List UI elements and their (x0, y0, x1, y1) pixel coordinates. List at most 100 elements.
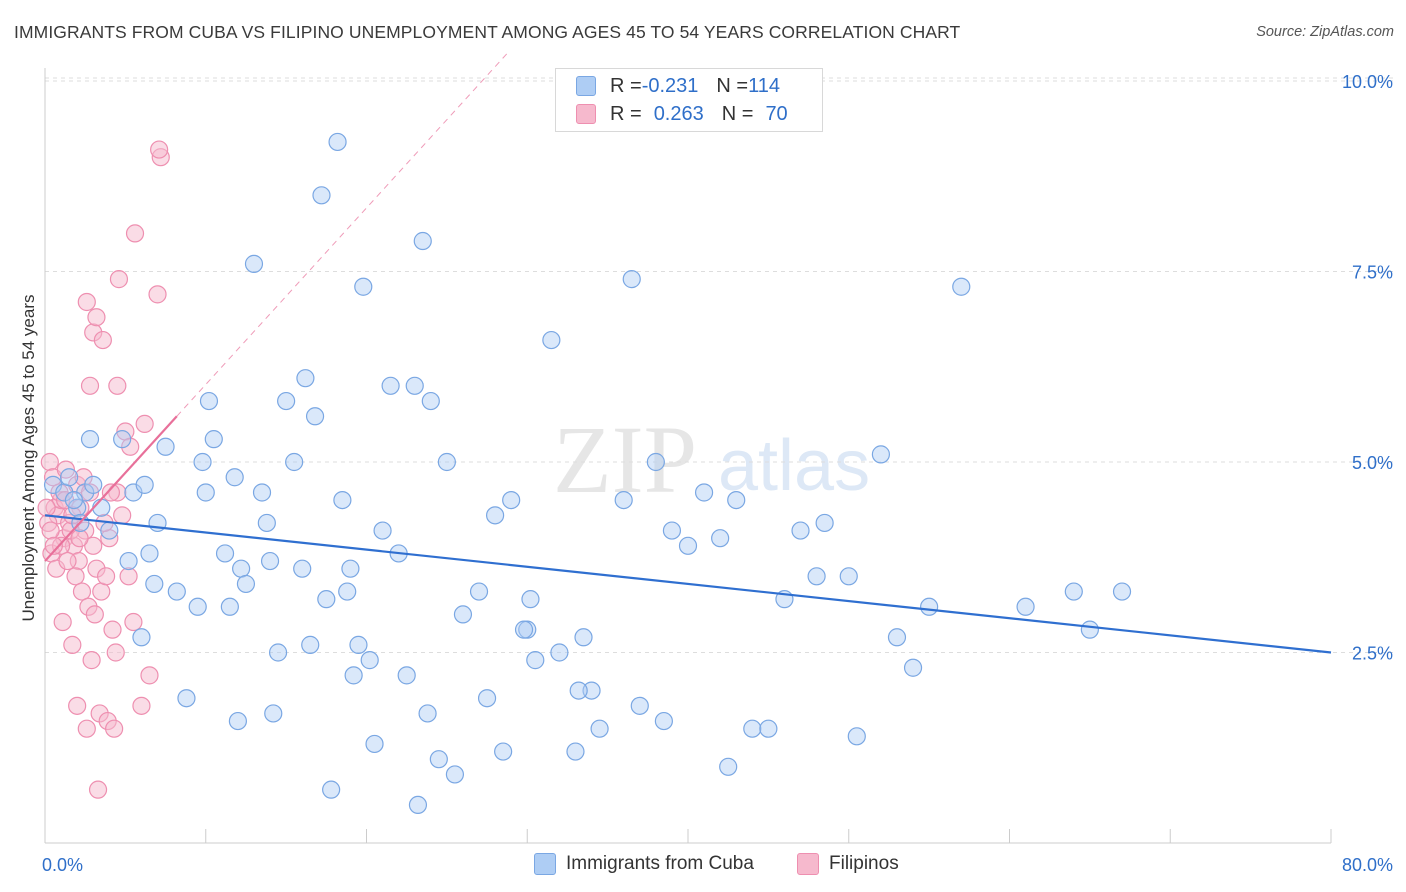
cuba-point-37 (268, 643, 288, 662)
cuba-point-93 (807, 567, 826, 586)
x-tick-labels: 0.0% 80.0% (42, 855, 1393, 875)
cuba-point-11 (113, 430, 132, 449)
y-axis-label: Unemployment Among Ages 45 to 54 years (19, 295, 38, 622)
cuba-point-48 (338, 582, 357, 601)
cuba-point-63 (429, 750, 448, 769)
filipinos-point-20 (92, 582, 111, 601)
bottom-legend-label-cuba: Immigrants from Cuba (566, 853, 754, 874)
cuba-point-113 (727, 491, 746, 510)
bottom-legend-cuba: Immigrants from Cuba (534, 852, 754, 876)
legend-n-value-cuba: 114 (748, 74, 780, 97)
legend-row-cuba: R = -0.231 N = 114 (576, 73, 780, 99)
filipinos-point-29 (132, 696, 151, 715)
cuba-point-50 (344, 666, 363, 685)
cuba-point-10 (80, 430, 100, 449)
cuba-point-59 (413, 231, 432, 251)
bottom-legend-swatch-filipinos (797, 853, 819, 875)
filipinos-point-31 (148, 285, 167, 304)
cuba-point-32 (228, 711, 247, 731)
cuba-point-90 (759, 719, 778, 738)
filipinos-point-52 (105, 719, 124, 738)
filipinos-point-38 (93, 330, 112, 350)
cuba-point-103 (1064, 582, 1083, 601)
watermark-atlas: atlas (718, 426, 870, 506)
y-tick-label-1: 5.0% (1352, 453, 1393, 473)
cuba-point-51 (349, 635, 368, 654)
filipinos-point-54 (88, 780, 108, 799)
y-tick-labels: 2.5% 5.0% 7.5% 10.0% (1342, 72, 1393, 664)
cuba-point-36 (264, 704, 283, 723)
cuba-point-26 (199, 391, 219, 411)
legend-r-label: R = (610, 102, 642, 125)
cuba-point-92 (791, 521, 810, 540)
cuba-point-42 (305, 407, 325, 426)
cuba-point-46 (328, 132, 347, 152)
axis-ticks (205, 829, 1332, 843)
cuba-point-52 (354, 277, 373, 296)
cuba-point-44 (317, 590, 336, 609)
cuba-point-76 (566, 742, 585, 761)
watermark-zip: ZIP (553, 406, 697, 513)
legend-swatch-cuba (576, 76, 596, 96)
filipinos-point-48 (63, 635, 82, 654)
filipinos-point-28 (124, 612, 143, 632)
cuba-point-18 (145, 574, 164, 594)
cuba-point-107 (514, 620, 534, 639)
y-tick-label-2: 7.5% (1352, 263, 1393, 283)
cuba-point-105 (1112, 582, 1132, 601)
cuba-point-68 (486, 506, 505, 525)
filipinos-point-43 (66, 567, 85, 586)
legend-n-label: N = (716, 74, 749, 97)
cuba-point-12 (156, 437, 175, 456)
cuba-point-58 (405, 376, 424, 395)
cuba-point-24 (204, 430, 223, 449)
filipinos-trend-line (44, 415, 178, 562)
cuba-point-77 (574, 628, 593, 647)
cuba-point-14 (135, 475, 154, 494)
cuba-point-66 (469, 582, 489, 601)
cuba-point-94 (815, 513, 834, 533)
cuba-point-35 (260, 551, 280, 571)
cuba-point-110 (257, 513, 276, 533)
filipinos-point-0 (40, 452, 59, 472)
cuba-trend-line (44, 514, 1332, 654)
filipinos-trend-extension (176, 50, 511, 417)
cuba-point-5 (84, 475, 103, 494)
filipinos-point-21 (96, 567, 116, 586)
chart-source: Source: ZipAtlas.com (1256, 24, 1394, 40)
cuba-point-67 (477, 689, 497, 708)
legend-row-filipinos: R = 0.263 N = 70 (576, 101, 788, 127)
filipinos-point-23 (103, 620, 122, 639)
x-tick-label-min: 0.0% (42, 855, 83, 875)
cuba-point-31 (236, 574, 256, 594)
cuba-point-34 (252, 483, 272, 502)
cuba-point-62 (421, 391, 440, 411)
cuba-point-108 (569, 681, 588, 700)
cuba-point-104 (1080, 620, 1099, 639)
filipinos-point-37 (87, 308, 106, 327)
cuba-point-21 (132, 628, 151, 647)
legend-n-label: N = (721, 102, 754, 125)
legend-r-label: R = (610, 74, 642, 97)
legend-swatch-filipinos (576, 104, 596, 124)
cuba-point-98 (887, 628, 907, 647)
cuba-point-28 (220, 597, 239, 616)
cuba-point-84 (654, 711, 673, 731)
filipinos-point-47 (53, 612, 72, 632)
cuba-point-33 (244, 254, 264, 273)
cuba-point-109 (397, 666, 416, 685)
cuba-point-45 (322, 780, 341, 799)
cuba-point-43 (312, 186, 331, 205)
filipinos-point-53 (106, 643, 125, 662)
legend-box: R = -0.231 N = 114 R = 0.263 N = 70 (555, 68, 823, 132)
trend-lines (44, 50, 1332, 654)
cuba-point-88 (719, 757, 738, 776)
cuba-point-22 (177, 689, 196, 708)
y-tick-label-3: 10.0% (1342, 72, 1393, 92)
chart-title: IMMIGRANTS FROM CUBA VS FILIPINO UNEMPLO… (14, 22, 961, 42)
filipinos-point-34 (109, 270, 129, 289)
cuba-point-60 (408, 795, 428, 815)
cuba-point-82 (646, 452, 665, 472)
x-tick-label-max: 80.0% (1342, 855, 1393, 875)
